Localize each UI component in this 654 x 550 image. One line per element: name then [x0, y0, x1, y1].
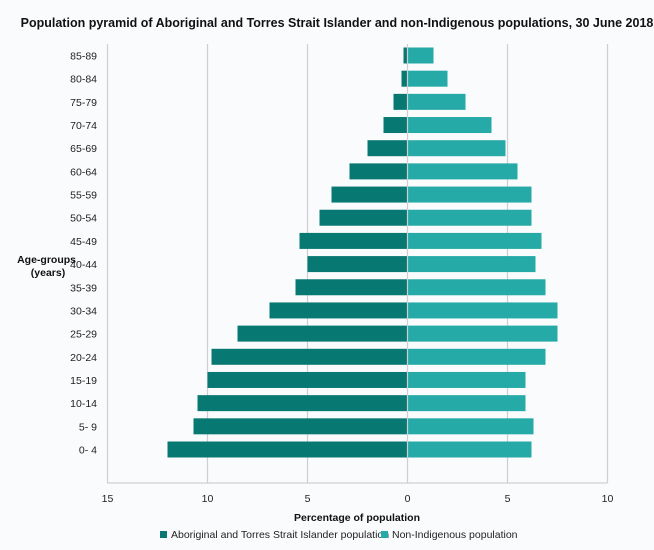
y-tick-label: 0- 4: [79, 445, 97, 457]
y-tick-label: 85-89: [70, 51, 97, 63]
y-axis-title-line-1: Age-groups: [17, 254, 76, 266]
bar-non-indigenous-45-49: [407, 232, 542, 249]
y-tick-label: 25-29: [70, 329, 97, 341]
y-tick-label: 5- 9: [79, 421, 97, 433]
bar-non-indigenous-30-34: [407, 302, 558, 319]
bar-aboriginal-80-84: [401, 70, 408, 87]
bar-aboriginal-85-89: [403, 47, 408, 64]
bar-aboriginal-35-39: [295, 279, 408, 296]
y-tick-label: 35-39: [70, 282, 97, 294]
y-tick-label: 60-64: [70, 166, 97, 178]
y-tick-label: 75-79: [70, 97, 97, 109]
y-tick-label: 80-84: [70, 74, 97, 86]
y-tick-label: 50-54: [70, 213, 97, 225]
bar-aboriginal-40-44: [307, 256, 408, 273]
bars: [167, 47, 558, 458]
bar-aboriginal-20-24: [211, 348, 408, 365]
y-tick-label: 70-74: [70, 120, 97, 132]
y-axis-tick-labels: 85-89 80-84 75-79 70-74 65-69 60-64 55-59 50-54…: [70, 51, 97, 457]
bar-aboriginal-30-34: [269, 302, 408, 319]
y-tick-label: 30-34: [70, 305, 97, 317]
y-tick-label: 10-14: [70, 398, 97, 410]
bar-non-indigenous-85-89: [407, 47, 434, 64]
bar-aboriginal-55-59: [331, 186, 408, 203]
bar-aboriginal-5-9: [193, 418, 408, 435]
bar-non-indigenous-80-84: [407, 70, 448, 87]
bar-non-indigenous-65-69: [407, 140, 506, 157]
bar-non-indigenous-20-24: [407, 348, 546, 365]
bar-non-indigenous-10-14: [407, 395, 526, 412]
bar-aboriginal-60-64: [349, 163, 408, 180]
legend: Aboriginal and Torres Strait Islander po…: [160, 529, 518, 541]
y-tick-label: 40-44: [70, 259, 97, 271]
bar-non-indigenous-55-59: [407, 186, 532, 203]
x-tick-label: 15: [102, 493, 114, 505]
bar-aboriginal-10-14: [197, 395, 408, 412]
bar-aboriginal-75-79: [393, 93, 408, 110]
x-axis-tick-labels: 15 10 5 0 5 10: [102, 493, 614, 505]
chart-title: Population pyramid of Aboriginal and Tor…: [21, 16, 654, 30]
y-tick-label: 45-49: [70, 236, 97, 248]
y-tick-label: 20-24: [70, 352, 97, 364]
bar-non-indigenous-70-74: [407, 117, 492, 134]
legend-swatch-aboriginal: [160, 531, 167, 538]
bar-non-indigenous-5-9: [407, 418, 534, 435]
x-tick-label: 0: [405, 493, 411, 505]
bar-aboriginal-50-54: [319, 209, 408, 226]
bar-aboriginal-25-29: [237, 325, 408, 342]
x-tick-label: 10: [602, 493, 614, 505]
bar-non-indigenous-15-19: [407, 371, 526, 388]
bar-non-indigenous-60-64: [407, 163, 518, 180]
y-axis-title-line-2: (years): [31, 267, 65, 279]
bar-non-indigenous-50-54: [407, 209, 532, 226]
legend-swatch-non-indigenous: [381, 531, 388, 538]
bar-aboriginal-0-4: [167, 441, 408, 458]
bar-aboriginal-45-49: [299, 232, 408, 249]
legend-label-aboriginal: Aboriginal and Torres Strait Islander po…: [171, 529, 389, 541]
bar-non-indigenous-75-79: [407, 93, 466, 110]
x-axis-title: Percentage of population: [294, 512, 420, 524]
y-tick-label: 15-19: [70, 375, 97, 387]
x-tick-label: 10: [202, 493, 214, 505]
bar-non-indigenous-40-44: [407, 256, 536, 273]
y-tick-label: 55-59: [70, 190, 97, 202]
bar-aboriginal-70-74: [383, 117, 408, 134]
bar-non-indigenous-35-39: [407, 279, 546, 296]
x-tick-label: 5: [505, 493, 511, 505]
x-tick-label: 5: [305, 493, 311, 505]
y-axis-title: Age-groups (years): [17, 254, 79, 279]
bar-aboriginal-15-19: [207, 371, 408, 388]
y-tick-label: 65-69: [70, 143, 97, 155]
bar-non-indigenous-25-29: [407, 325, 558, 342]
bar-non-indigenous-0-4: [407, 441, 532, 458]
bar-aboriginal-65-69: [367, 140, 408, 157]
legend-label-non-indigenous: Non-Indigenous population: [392, 529, 518, 541]
